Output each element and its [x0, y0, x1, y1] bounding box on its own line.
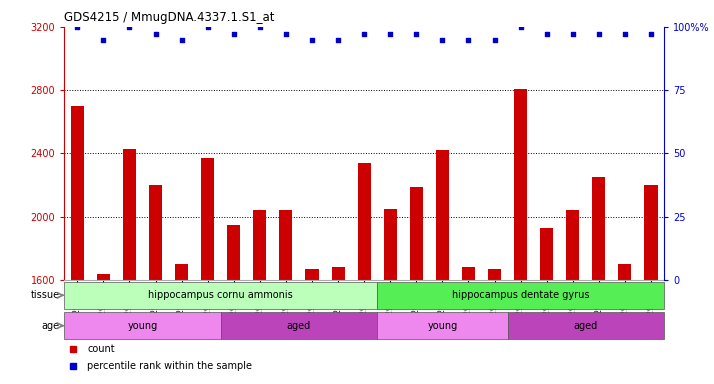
- Text: count: count: [87, 344, 115, 354]
- Text: GDS4215 / MmugDNA.4337.1.S1_at: GDS4215 / MmugDNA.4337.1.S1_at: [64, 11, 275, 24]
- Bar: [221, 312, 377, 339]
- Bar: [514, 89, 527, 280]
- Point: [541, 31, 553, 38]
- Bar: [175, 264, 188, 280]
- Text: hippocampus dentate gyrus: hippocampus dentate gyrus: [452, 290, 589, 300]
- Bar: [253, 210, 266, 280]
- Text: young: young: [427, 321, 458, 331]
- Point: [645, 31, 657, 38]
- Bar: [383, 209, 397, 280]
- Text: aged: aged: [287, 321, 311, 331]
- Bar: [377, 281, 664, 309]
- Bar: [377, 312, 508, 339]
- Point: [176, 36, 187, 43]
- Text: young: young: [127, 321, 158, 331]
- Point: [437, 36, 448, 43]
- Bar: [488, 269, 501, 280]
- Point: [98, 36, 109, 43]
- Point: [385, 31, 396, 38]
- Bar: [331, 267, 345, 280]
- Bar: [566, 210, 579, 280]
- Bar: [306, 269, 318, 280]
- Point: [593, 31, 605, 38]
- Point: [202, 24, 213, 30]
- Point: [254, 24, 266, 30]
- Point: [280, 31, 291, 38]
- Point: [332, 36, 343, 43]
- Text: aged: aged: [573, 321, 598, 331]
- Point: [515, 24, 526, 30]
- Point: [411, 31, 422, 38]
- Bar: [645, 185, 658, 280]
- Bar: [123, 149, 136, 280]
- Point: [358, 31, 370, 38]
- Point: [489, 36, 501, 43]
- Bar: [358, 163, 371, 280]
- Bar: [540, 228, 553, 280]
- Bar: [279, 210, 293, 280]
- Bar: [227, 225, 241, 280]
- Bar: [436, 150, 449, 280]
- Bar: [201, 158, 214, 280]
- Point: [463, 36, 474, 43]
- Bar: [462, 267, 475, 280]
- Text: tissue: tissue: [30, 290, 59, 300]
- Point: [228, 31, 239, 38]
- Text: percentile rank within the sample: percentile rank within the sample: [87, 361, 252, 371]
- Bar: [618, 264, 631, 280]
- Text: hippocampus cornu ammonis: hippocampus cornu ammonis: [149, 290, 293, 300]
- Bar: [410, 187, 423, 280]
- Bar: [508, 312, 664, 339]
- Bar: [149, 185, 162, 280]
- Bar: [593, 177, 605, 280]
- Point: [150, 31, 161, 38]
- Point: [124, 24, 135, 30]
- Bar: [64, 281, 377, 309]
- Point: [306, 36, 318, 43]
- Point: [619, 31, 630, 38]
- Point: [71, 24, 83, 30]
- Bar: [71, 106, 84, 280]
- Bar: [97, 274, 110, 280]
- Text: age: age: [41, 321, 59, 331]
- Point: [567, 31, 578, 38]
- Bar: [64, 312, 221, 339]
